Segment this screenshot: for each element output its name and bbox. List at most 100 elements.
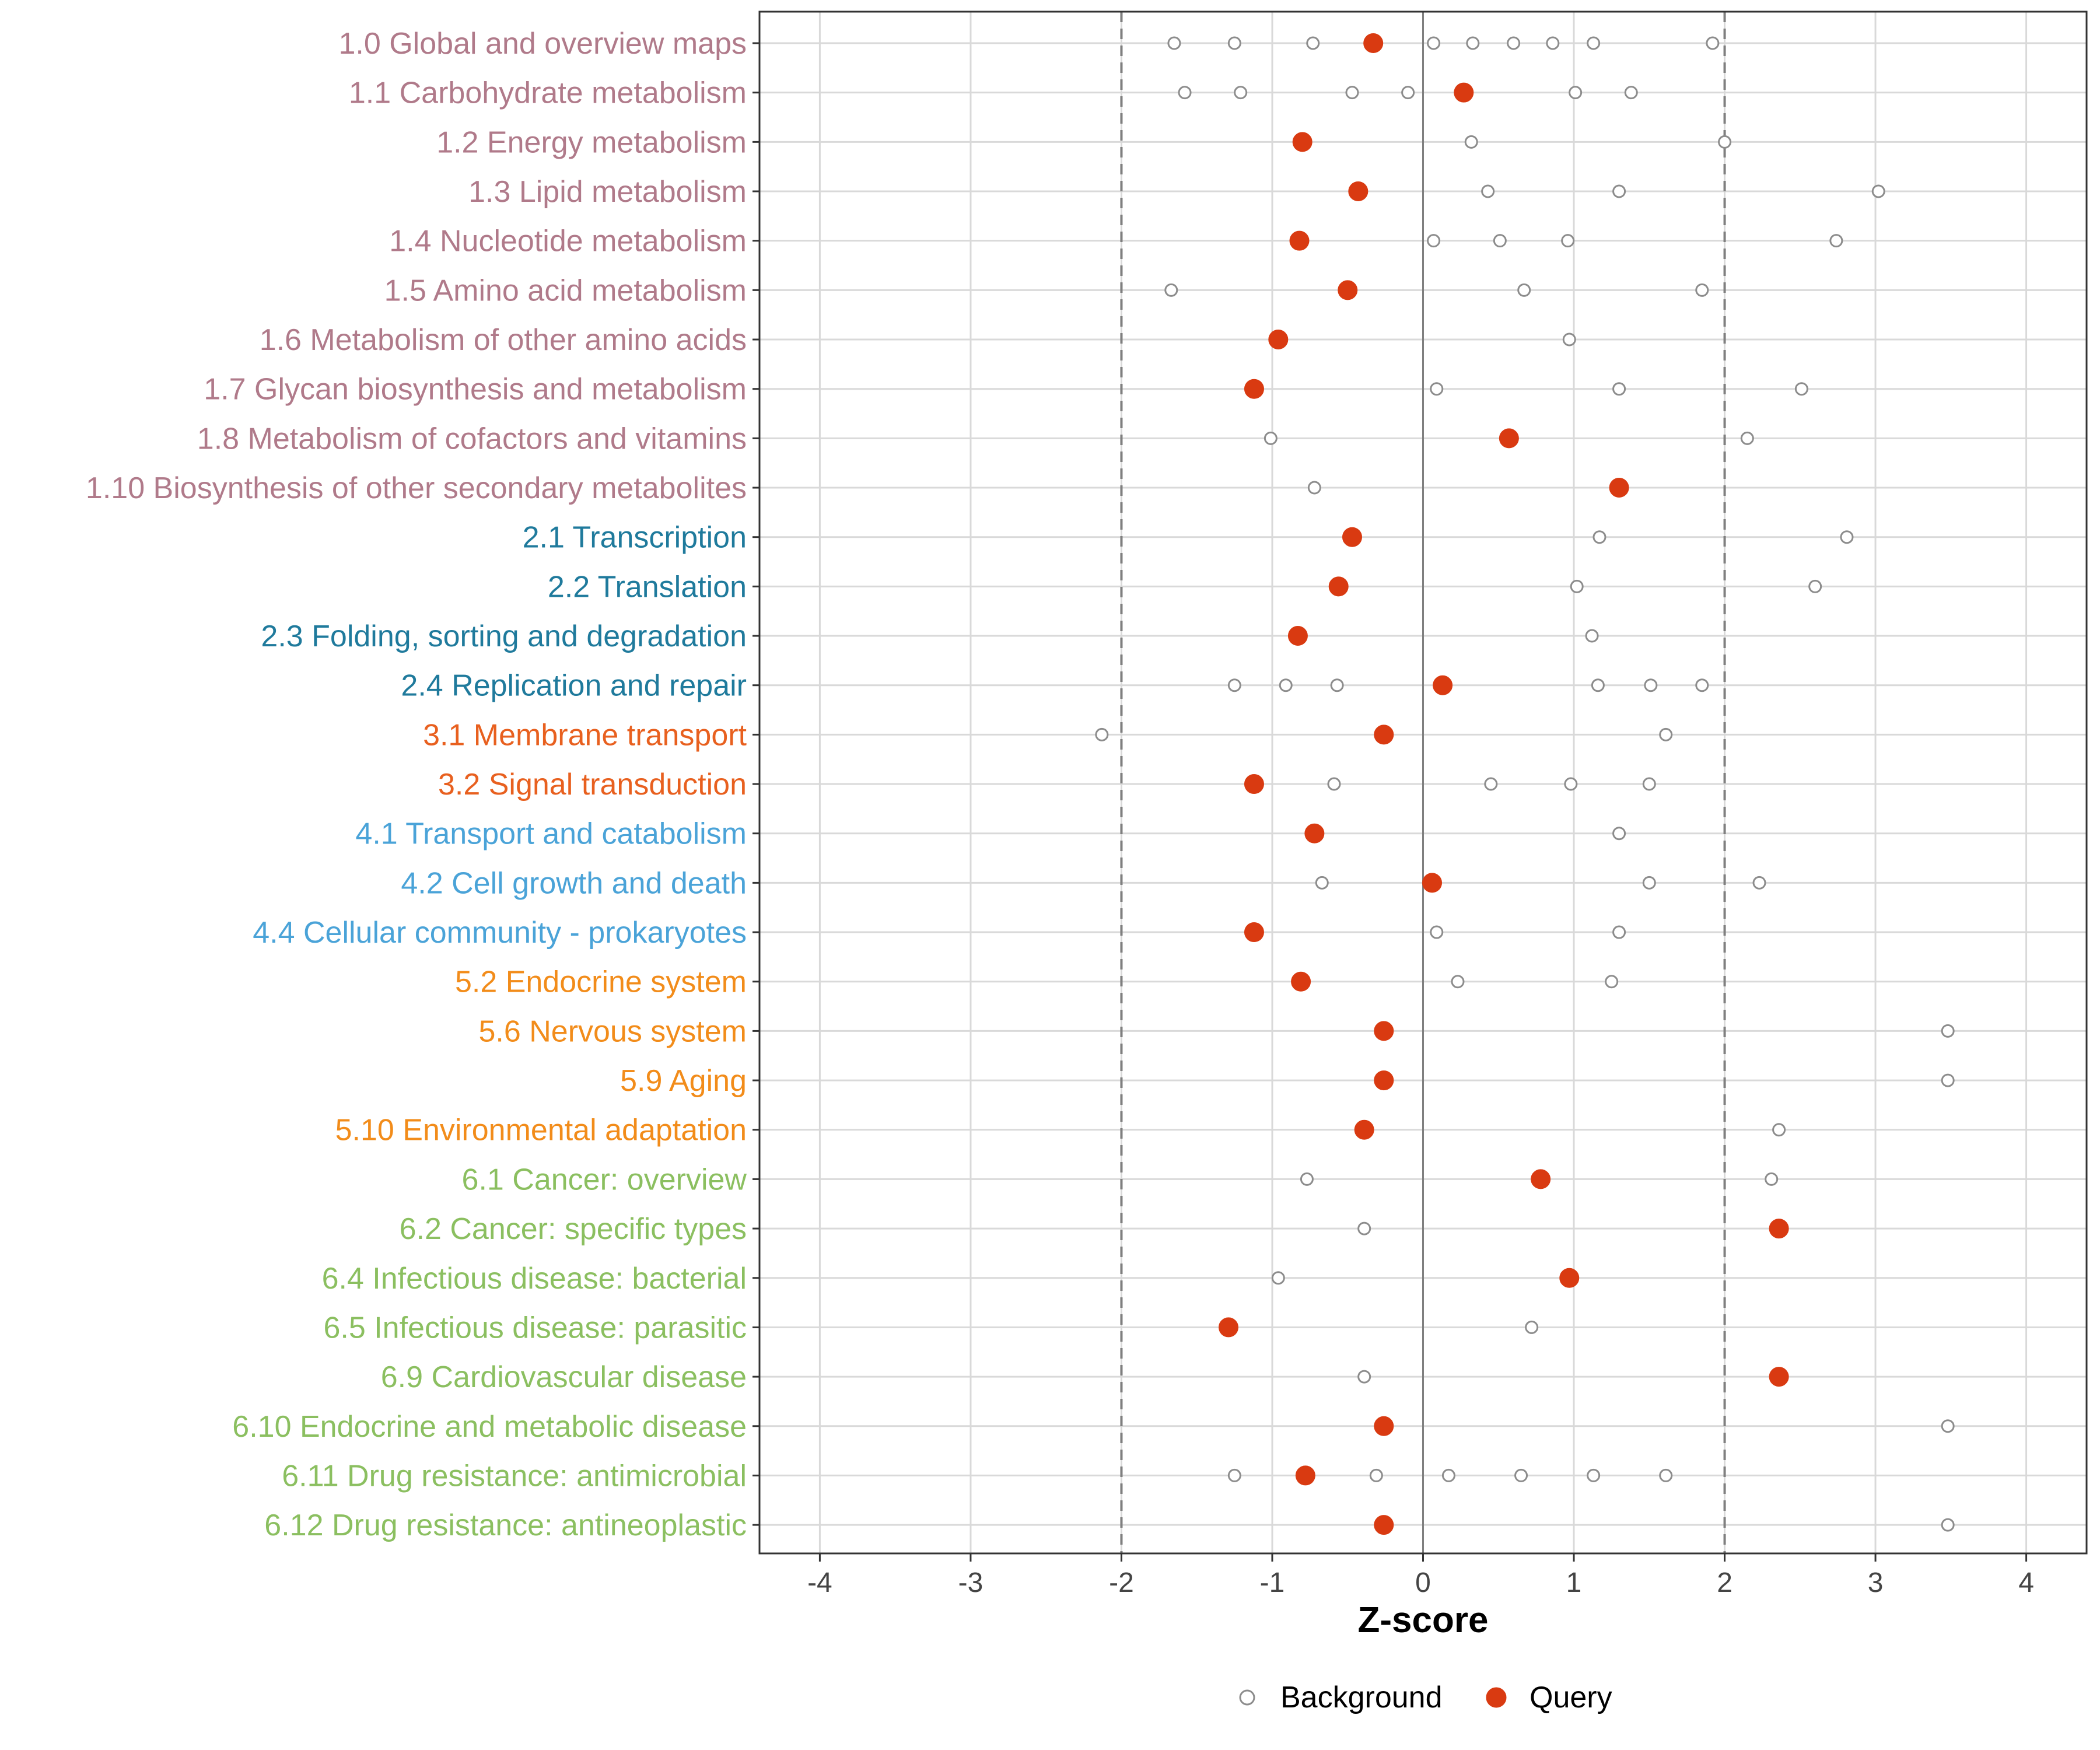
background-point [1941, 1419, 1955, 1433]
background-point [1164, 283, 1178, 297]
background-point [1562, 332, 1576, 346]
category-label: 5.2 Endocrine system [455, 965, 747, 999]
background-point [1493, 234, 1507, 248]
category-label: 6.10 Endocrine and metabolic disease [232, 1410, 747, 1444]
category-label: 5.9 Aging [620, 1064, 747, 1098]
background-point [1624, 86, 1638, 100]
query-point [1609, 478, 1629, 498]
background-point [1481, 184, 1495, 198]
background-point [1507, 36, 1521, 50]
category-label: 6.9 Cardiovascular disease [381, 1360, 747, 1394]
background-point [1612, 382, 1626, 396]
background-point [1345, 86, 1359, 100]
background-point [1427, 234, 1441, 248]
background-point [1570, 579, 1584, 593]
background-point [1227, 678, 1241, 692]
background-point [1587, 1468, 1601, 1482]
category-label: 2.3 Folding, sorting and degradation [261, 620, 747, 653]
background-point [1941, 1073, 1955, 1087]
query-point [1374, 1070, 1394, 1091]
background-point [1612, 827, 1626, 841]
query-point [1289, 230, 1310, 251]
background-point [1300, 1172, 1314, 1186]
background-point [1464, 135, 1478, 149]
background-point [1695, 678, 1709, 692]
category-labels: 1.0 Global and overview maps 1.1 Carbohyd… [86, 27, 760, 1542]
category-label: 1.8 Metabolism of cofactors and vitamins [197, 422, 747, 456]
category-label: 1.2 Energy metabolism [436, 125, 747, 159]
background-point [1740, 431, 1754, 445]
category-label: 6.5 Infectious disease: parasitic [323, 1311, 747, 1345]
category-label: 3.2 Signal transduction [438, 768, 747, 802]
background-point [1642, 876, 1656, 890]
background-point [1546, 36, 1560, 50]
query-point [1454, 82, 1474, 103]
background-point [1227, 36, 1241, 50]
background-point [1612, 184, 1626, 198]
background-point [1525, 1320, 1539, 1334]
background-point [1401, 86, 1415, 100]
category-label: 1.4 Nucleotide metabolism [389, 225, 747, 258]
query-point [1769, 1367, 1789, 1387]
x-tick-label: -3 [958, 1567, 984, 1598]
query-point [1342, 527, 1362, 547]
category-label: 4.4 Cellular community - prokaryotes [253, 916, 747, 950]
reference-lines [1120, 12, 1726, 1553]
category-label: 4.2 Cell growth and death [401, 866, 747, 900]
query-point [1338, 280, 1358, 300]
legend: Background Query [1239, 1681, 1612, 1714]
x-tick-label: 2 [1717, 1567, 1732, 1598]
background-point [1564, 777, 1578, 791]
x-tick-label: -2 [1109, 1567, 1134, 1598]
category-label: 6.2 Cancer: specific types [400, 1212, 747, 1246]
background-point [1330, 678, 1344, 692]
background-point [1430, 382, 1444, 396]
background-point [1706, 36, 1720, 50]
background-point [1369, 1468, 1383, 1482]
category-label: 2.2 Translation [548, 570, 747, 604]
x-tick-label: -1 [1260, 1567, 1285, 1598]
x-tick-label: 3 [1868, 1567, 1884, 1598]
background-point [1659, 727, 1673, 741]
background-point [1466, 36, 1480, 50]
background-point [1514, 1468, 1528, 1482]
category-label: 1.6 Metabolism of other amino acids [260, 323, 747, 357]
background-point [1794, 382, 1808, 396]
query-point [1244, 774, 1264, 794]
background-point [1605, 975, 1619, 989]
category-label: 1.10 Biosynthesis of other secondary met… [86, 471, 747, 505]
query-point [1531, 1169, 1551, 1189]
legend-background-marker [1239, 1689, 1255, 1706]
background-point [1306, 36, 1320, 50]
background-point [1829, 234, 1843, 248]
x-axis: -4 -3 -2 -1 0 1 2 3 4 [807, 1553, 2034, 1598]
background-point [1234, 86, 1248, 100]
background-point [1484, 777, 1498, 791]
query-point [1287, 626, 1308, 646]
query-point [1304, 823, 1325, 844]
query-point [1769, 1219, 1789, 1239]
category-label: 2.1 Transcription [523, 521, 747, 555]
legend-query-marker [1486, 1687, 1507, 1708]
query-point [1291, 971, 1311, 992]
category-label: 2.4 Replication and repair [401, 669, 747, 703]
query-point [1374, 724, 1394, 745]
query-point [1292, 132, 1312, 152]
background-point [1772, 1123, 1786, 1137]
data-points [1095, 33, 1955, 1535]
category-label: 6.11 Drug resistance: antimicrobial [282, 1459, 747, 1493]
background-point [1840, 530, 1854, 544]
legend-query-label: Query [1530, 1681, 1612, 1714]
query-point [1374, 1416, 1394, 1436]
query-point [1219, 1317, 1239, 1338]
category-label: 6.4 Infectious disease: bacterial [322, 1262, 747, 1296]
query-point [1295, 1465, 1315, 1486]
background-point [1357, 1370, 1371, 1384]
background-point [1941, 1024, 1955, 1038]
background-point [1271, 1271, 1285, 1285]
background-point [1279, 678, 1293, 692]
background-point [1227, 1468, 1241, 1482]
background-point [1695, 283, 1709, 297]
query-point [1354, 1119, 1374, 1140]
category-label: 3.1 Membrane transport [423, 718, 747, 752]
